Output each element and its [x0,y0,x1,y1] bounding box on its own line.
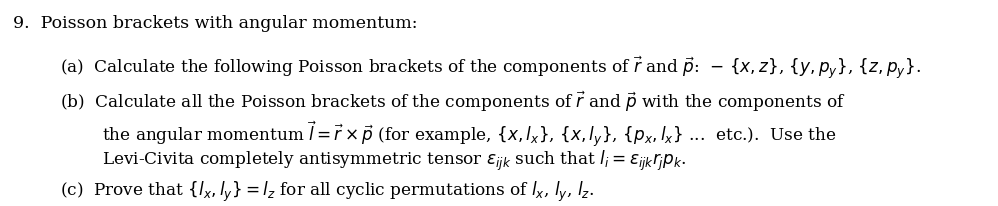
Text: the angular momentum $\vec{l} = \vec{r} \times \vec{p}$ (for example, $\{x, l_x\: the angular momentum $\vec{l} = \vec{r} … [102,119,837,149]
Text: (c)  Prove that $\{l_x, l_y\} = l_z$ for all cyclic permutations of $l_x$, $l_y$: (c) Prove that $\{l_x, l_y\} = l_z$ for … [60,179,594,203]
Text: (a)  Calculate the following Poisson brackets of the components of $\vec{r}$ and: (a) Calculate the following Poisson brac… [60,54,920,81]
Text: (b)  Calculate all the Poisson brackets of the components of $\vec{r}$ and $\vec: (b) Calculate all the Poisson brackets o… [60,89,845,114]
Text: 9.  Poisson brackets with angular momentum:: 9. Poisson brackets with angular momentu… [13,15,417,32]
Text: Levi-Civita completely antisymmetric tensor $\epsilon_{ijk}$ such that $l_i = \e: Levi-Civita completely antisymmetric ten… [102,148,687,172]
